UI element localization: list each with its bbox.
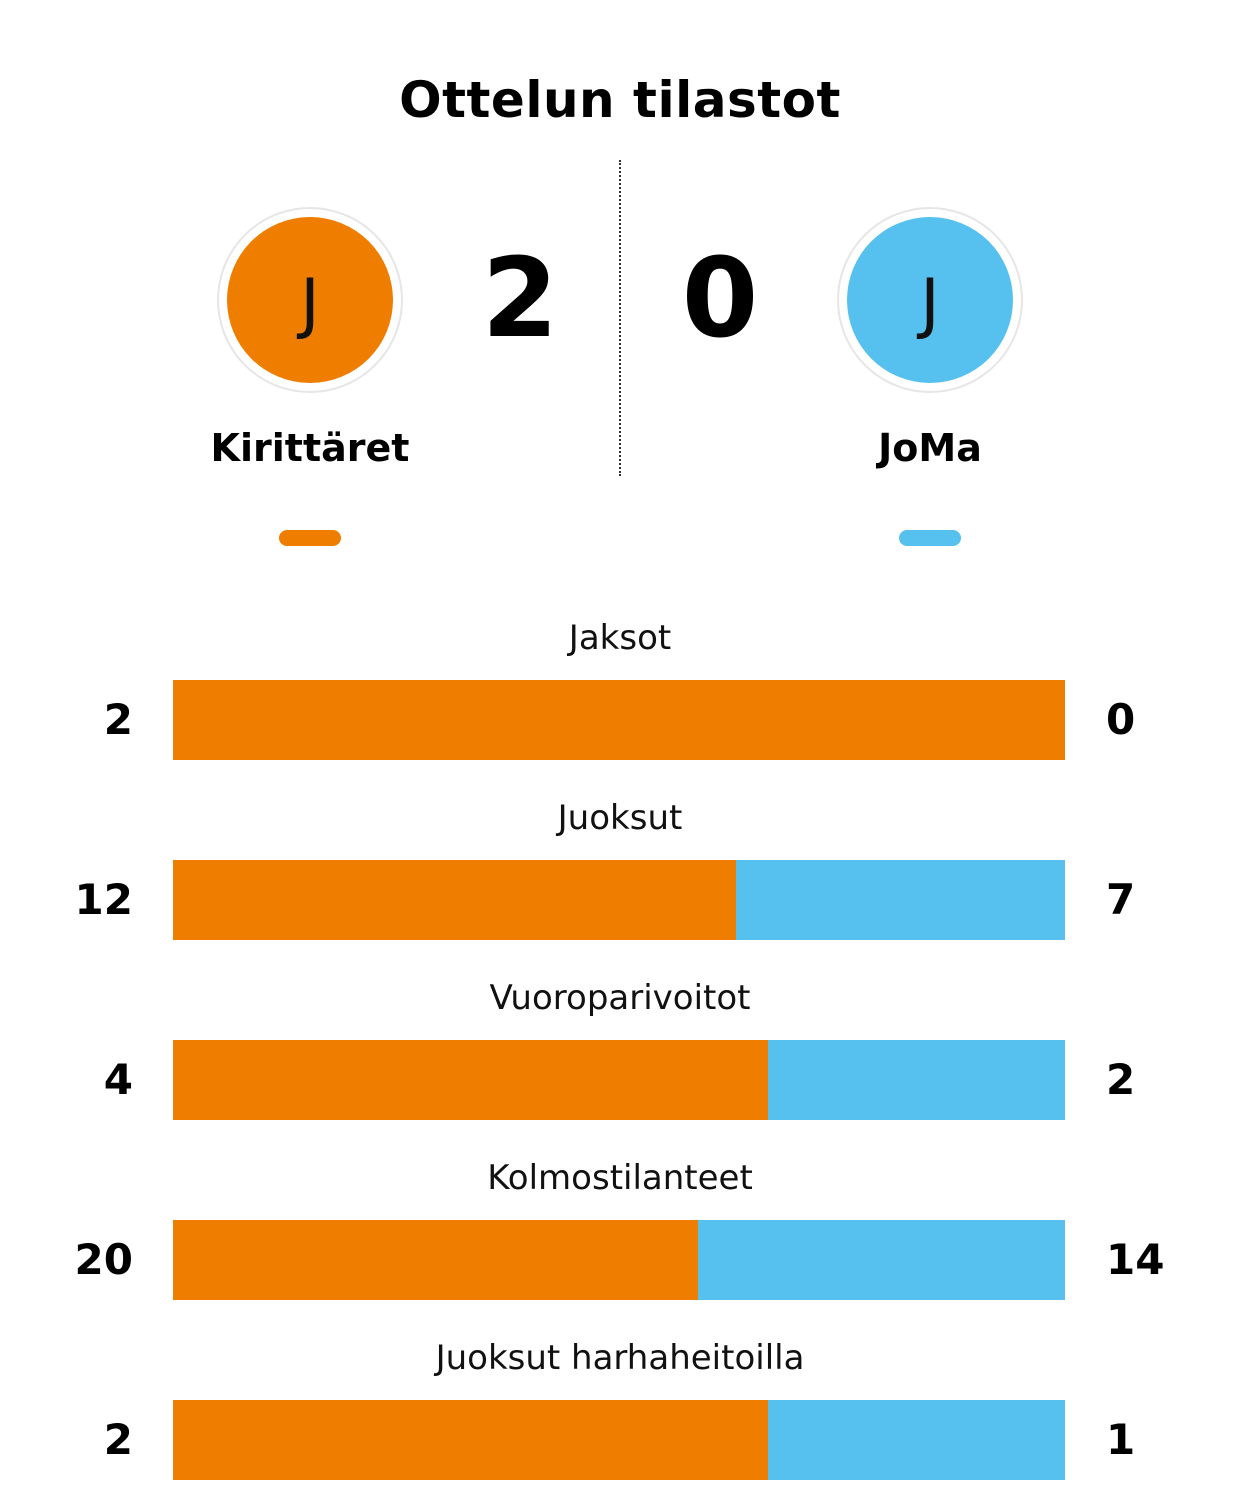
home-stat-value: 4	[103, 1055, 133, 1104]
stat-bar	[173, 1400, 1065, 1480]
home-stat-value: 2	[103, 1415, 133, 1464]
home-stat-value: 20	[74, 1235, 133, 1284]
stat-label: Jaksot	[568, 618, 672, 658]
home-stat-value: 2	[103, 695, 133, 744]
stat-bar	[173, 1040, 1065, 1120]
away-stat-bar-segment	[736, 860, 1065, 940]
away-score: 0	[681, 234, 759, 362]
home-score: 2	[481, 234, 559, 362]
away-team-logo: J	[837, 207, 1023, 393]
home-logo-icon: J	[227, 217, 393, 383]
home-team-name: Kirittäret	[210, 426, 410, 470]
center-divider	[619, 160, 621, 476]
away-stat-value: 1	[1106, 1415, 1136, 1464]
home-stat-bar-segment	[173, 1040, 768, 1120]
away-stat-bar-segment	[767, 1040, 1065, 1120]
home-stat-bar-segment	[173, 1400, 768, 1480]
home-team-logo: J	[217, 207, 403, 393]
page-title: Ottelun tilastot	[399, 71, 841, 129]
away-stat-value: 7	[1106, 875, 1136, 924]
home-stat-bar-segment	[173, 860, 737, 940]
home-stat-value: 12	[74, 875, 133, 924]
home-color-marker	[279, 530, 341, 546]
home-stat-bar-segment	[173, 1220, 698, 1300]
away-stat-bar-segment	[767, 1400, 1065, 1480]
stat-label: Juoksut	[557, 798, 683, 838]
away-team-name: JoMa	[878, 426, 982, 470]
away-logo-icon: J	[847, 217, 1013, 383]
stat-label: Kolmostilanteet	[487, 1158, 753, 1198]
away-color-marker	[899, 530, 961, 546]
home-stat-bar-segment	[173, 680, 1065, 760]
away-stat-value: 0	[1106, 695, 1136, 744]
away-stat-bar-segment	[697, 1220, 1065, 1300]
stat-bar	[173, 1220, 1065, 1300]
stat-label: Vuoroparivoitot	[489, 978, 751, 1018]
away-stat-value: 2	[1106, 1055, 1136, 1104]
stat-bar	[173, 680, 1065, 760]
away-stat-value: 14	[1106, 1235, 1165, 1284]
stat-label: Juoksut harhaheitoilla	[435, 1338, 805, 1378]
stat-bar	[173, 860, 1065, 940]
